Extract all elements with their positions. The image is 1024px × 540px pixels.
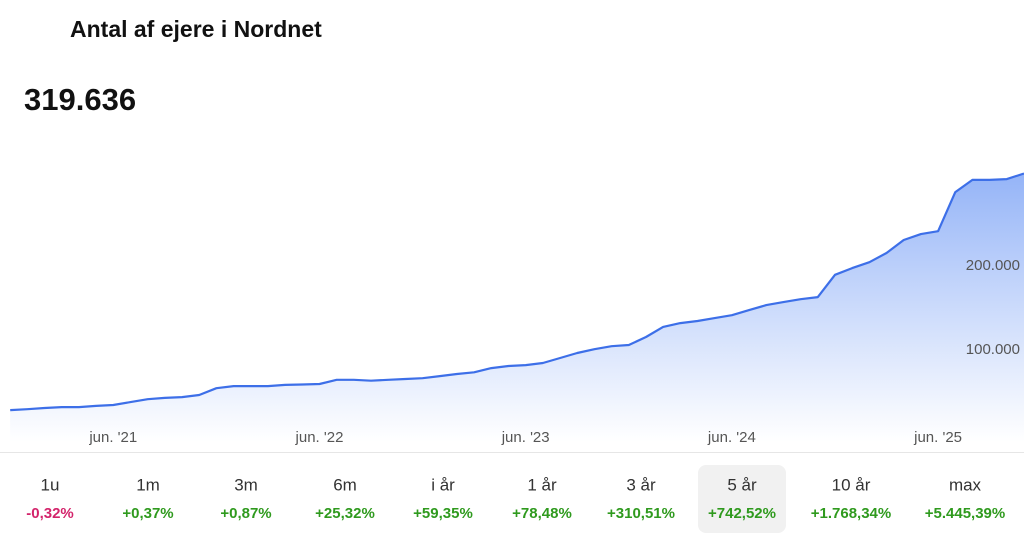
x-tick-label: jun. '21	[88, 429, 137, 446]
period-change: +0,87%	[220, 505, 271, 522]
x-tick-label: jun. '25	[913, 429, 962, 446]
period-tab[interactable]: 1 år	[527, 475, 557, 494]
period-change: -0,32%	[26, 505, 74, 522]
y-tick-label: 200.000	[966, 257, 1020, 274]
selected-tab-bg	[698, 465, 786, 533]
period-change: +1.768,34%	[811, 505, 892, 522]
x-tick-label: jun. '22	[295, 429, 344, 446]
period-tab[interactable]: 3 år	[626, 475, 656, 494]
period-tab[interactable]: i år	[431, 475, 455, 494]
period-change: +78,48%	[512, 505, 572, 522]
x-tick-label: jun. '24	[707, 429, 756, 446]
period-tab[interactable]: 1m	[136, 475, 160, 494]
period-change: +310,51%	[607, 505, 675, 522]
chart-title: Antal af ejere i Nordnet	[70, 16, 322, 42]
period-change: +5.445,39%	[925, 505, 1006, 522]
current-value: 319.636	[24, 82, 136, 117]
period-change: +59,35%	[413, 505, 473, 522]
period-tab[interactable]: 1u	[41, 475, 60, 494]
y-tick-label: 100.000	[966, 341, 1020, 358]
x-tick-label: jun. '23	[501, 429, 550, 446]
period-tab[interactable]: 10 år	[832, 475, 871, 494]
period-tab[interactable]: max	[949, 475, 982, 494]
period-tab[interactable]: 3m	[234, 475, 258, 494]
line	[10, 172, 1024, 412]
period-change: +25,32%	[315, 505, 375, 522]
area-fill	[10, 173, 1024, 442]
period-tab[interactable]: 6m	[333, 475, 357, 494]
period-change: +0,37%	[122, 505, 173, 522]
period-tab[interactable]: 5 år	[727, 475, 757, 494]
period-change: +742,52%	[708, 505, 776, 522]
